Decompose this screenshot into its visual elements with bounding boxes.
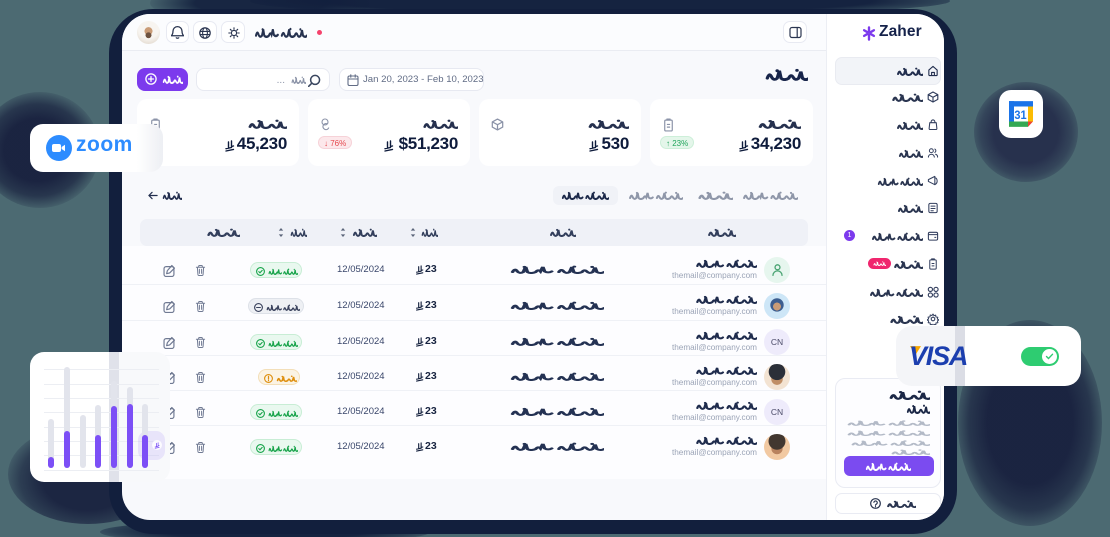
svg-text:31: 31 [1014, 110, 1027, 122]
